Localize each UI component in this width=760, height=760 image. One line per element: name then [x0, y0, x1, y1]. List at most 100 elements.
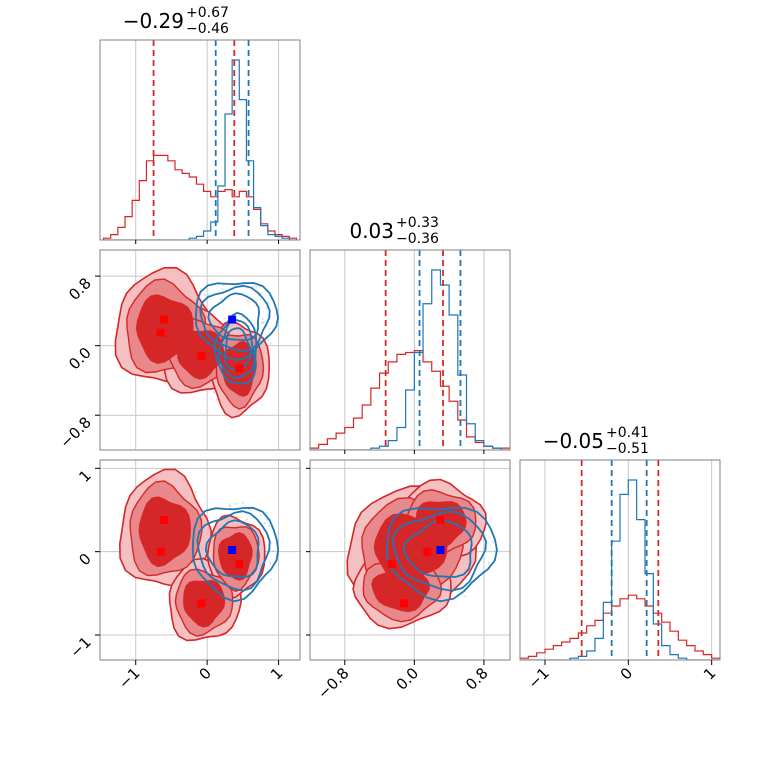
scatter-point — [364, 613, 367, 616]
mode-marker-blue — [228, 315, 237, 324]
mode-marker-red — [423, 547, 432, 556]
scatter-point — [266, 339, 269, 342]
scatter-point — [252, 285, 255, 288]
x-tick-label: 0 — [617, 664, 636, 683]
panel-title-p1: 0.03 +0.33−0.36 — [349, 215, 439, 247]
scatter-point — [269, 561, 272, 564]
panel-frame — [309, 249, 511, 451]
histogram-blue — [520, 479, 720, 660]
mode-marker-red — [235, 560, 244, 569]
scatter-point — [212, 391, 215, 394]
scatter-point — [246, 299, 249, 302]
scatter-point — [492, 540, 495, 543]
contour-blue — [217, 319, 256, 379]
scatter-point — [222, 284, 225, 287]
histogram-red — [520, 594, 720, 660]
scatter-point — [229, 505, 232, 508]
scatter-point — [468, 493, 471, 496]
y-tick-label: 0.0 — [65, 344, 95, 374]
scatter-point — [216, 398, 219, 401]
scatter-point — [241, 501, 244, 504]
scatter-point — [268, 524, 271, 527]
scatter-point — [464, 595, 467, 598]
x-tick-label: −0.8 — [314, 664, 352, 702]
mode-marker-red — [387, 560, 396, 569]
y-tick-label: −1 — [66, 633, 94, 661]
scatter-point — [267, 301, 270, 304]
mode-marker-red — [436, 516, 445, 524]
y-tick-label: 0.8 — [65, 274, 95, 304]
contour-red — [415, 501, 467, 549]
scatter-point — [248, 508, 251, 511]
scatter-point — [221, 287, 224, 290]
mode-marker-blue — [436, 546, 445, 554]
scatter-point — [194, 491, 197, 494]
scatter-point — [261, 321, 264, 324]
panel-2-2 — [520, 460, 720, 660]
scatter-point — [254, 285, 257, 288]
scatter-point — [271, 549, 274, 552]
panel-1-0 — [100, 250, 300, 450]
scatter-point — [224, 317, 227, 320]
x-tick-label: 1 — [267, 664, 286, 683]
panel-title-p0: −0.29 +0.67−0.46 — [123, 5, 229, 37]
title-plus: +0.67 — [186, 5, 229, 21]
contour-blue — [191, 506, 280, 603]
scatter-point — [221, 635, 224, 638]
scatter-point — [487, 561, 490, 564]
panel-2-0 — [100, 460, 300, 660]
scatter-point — [269, 578, 272, 581]
contour-blue — [207, 292, 261, 341]
scatter-point — [259, 292, 262, 295]
mode-marker-blue — [228, 546, 237, 554]
mode-marker-red — [235, 364, 244, 373]
mode-marker-red — [399, 599, 408, 608]
title-minus: −0.46 — [186, 21, 229, 37]
scatter-point — [261, 317, 264, 320]
contour-blue — [402, 519, 473, 578]
scatter-point — [259, 514, 262, 517]
histogram-red — [102, 154, 298, 240]
x-tick-label: 0.8 — [462, 664, 492, 694]
panel-frame — [99, 459, 301, 661]
title-plus: +0.33 — [396, 215, 439, 231]
scatter-point — [268, 327, 271, 330]
panel-2-1 — [310, 460, 510, 660]
title-plus: +0.41 — [606, 425, 649, 441]
y-tick-label: 0 — [75, 550, 94, 569]
scatter-point — [263, 522, 266, 525]
title-median: 0.03 — [349, 219, 394, 243]
title-minus: −0.51 — [606, 441, 649, 457]
scatter-point — [265, 306, 268, 309]
contour-blue — [204, 519, 260, 578]
panel-frame — [519, 459, 721, 661]
contour-blue — [391, 510, 487, 592]
title-minus: −0.36 — [396, 231, 439, 247]
panel-title-p2: −0.05 +0.41−0.51 — [543, 425, 649, 457]
mode-marker-red — [197, 352, 206, 361]
panel-0-0 — [102, 40, 298, 240]
x-tick-label: 0 — [195, 664, 214, 683]
y-tick-label: −0.8 — [56, 413, 94, 451]
title-median: −0.05 — [543, 429, 604, 453]
mode-marker-red — [197, 599, 206, 608]
panel-frame — [99, 39, 301, 241]
scatter-point — [264, 511, 267, 514]
scatter-point — [219, 297, 222, 300]
panel-1-1 — [310, 250, 510, 450]
x-tick-label: 0.0 — [393, 664, 423, 694]
scatter-point — [207, 293, 210, 296]
contour-blue — [196, 510, 271, 592]
title-median: −0.29 — [123, 9, 184, 33]
mode-marker-red — [160, 516, 169, 524]
histogram-blue — [103, 59, 297, 240]
mode-marker-red — [156, 547, 165, 556]
histogram-red — [310, 350, 510, 450]
scatter-point — [245, 518, 248, 521]
x-tick-label: −1 — [115, 664, 143, 692]
contour-blue — [213, 311, 258, 385]
histogram-blue — [310, 269, 510, 450]
scatter-point — [113, 317, 116, 320]
scatter-point — [494, 549, 497, 552]
